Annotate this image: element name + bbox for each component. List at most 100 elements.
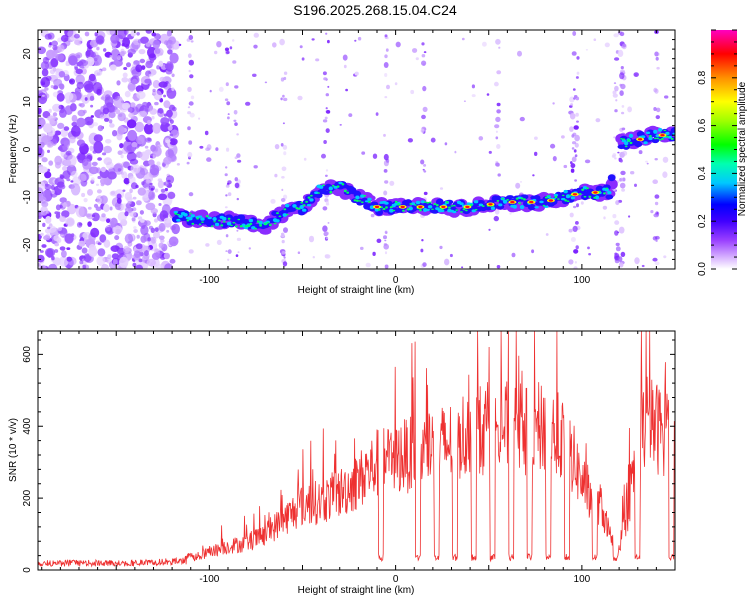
noise-streak [617,49,624,58]
noise-blob [112,258,118,266]
noise-streak [282,94,285,98]
noise-blob [83,198,88,203]
noise-blob [137,187,146,196]
trace-segment [188,216,193,221]
noise-blob [57,211,61,215]
noise-streak [613,82,617,84]
noise-streak [224,47,230,52]
trace-segment [173,210,178,214]
noise-blob [103,157,113,166]
trace-segment [336,185,340,188]
noise-blob [107,254,112,260]
spectrogram-x-ticks: -100 0 100 [41,30,676,286]
noise-streak [656,66,660,70]
noise-blob [646,162,649,165]
noise-blob [62,202,68,208]
noise-blob [55,53,65,61]
y-tick-label: -20 [22,237,33,252]
noise-streak [420,248,424,253]
noise-blob [97,125,104,132]
noise-streak [617,151,620,154]
noise-blob [46,49,56,59]
noise-blob [65,150,72,156]
trace-segment [226,221,232,226]
noise-blob [389,180,395,186]
noise-blob [634,257,640,265]
trace-segment [235,225,238,228]
trace-segment [672,132,675,135]
noise-streak [326,237,329,240]
noise-streak [226,101,231,106]
noise-streak [615,246,621,252]
noise-blob [123,67,128,70]
noise-blob [47,115,56,122]
noise-blob [63,126,70,131]
trace-segment [426,201,430,204]
noise-blob [126,119,137,129]
trace-segment [220,224,224,227]
noise-blob [421,239,424,242]
noise-blob [150,187,154,191]
noise-streak [574,179,577,182]
noise-blob [129,211,137,217]
noise-blob [44,87,49,91]
trace-segment [389,208,394,213]
noise-blob [461,266,464,269]
noise-blob [87,189,93,196]
noise-streak [225,250,228,252]
trace-segment [385,206,388,209]
x-tick-label: 100 [574,275,591,286]
noise-blob [354,71,359,76]
trace-segment [459,202,464,206]
noise-blob [170,225,176,231]
noise-blob [57,227,62,232]
trace-segment [512,204,517,209]
trace-segment [622,138,626,141]
noise-blob [127,107,133,113]
noise-blob [61,250,67,258]
noise-streak [322,119,328,123]
noise-blob [131,78,138,85]
y-tick-label: 20 [22,48,33,60]
noise-blob [150,227,155,233]
noise-blob [76,139,86,147]
trace-segment [333,185,338,189]
trace-segment [670,127,675,134]
noise-blob [102,67,107,72]
noise-blob [38,107,42,115]
noise-streak [618,157,621,160]
noise-blob [154,188,159,193]
noise-streak [612,153,617,157]
noise-streak [190,40,194,43]
x-tick-label: 0 [393,275,399,286]
noise-blob [343,64,347,69]
noise-blob [54,155,63,166]
noise-streak [383,169,388,173]
noise-blob [145,42,151,47]
noise-blob [50,85,54,89]
noise-streak [189,112,195,118]
noise-blob [60,34,69,43]
noise-blob [84,31,90,37]
trace-segment [519,205,525,210]
noise-blob [209,89,212,93]
noise-streak [655,115,660,120]
noise-blob [133,250,141,258]
trace-hotspot [637,138,643,141]
noise-streak [325,174,328,177]
noise-streak [573,149,577,153]
noise-blob [47,141,54,148]
trace-segment [402,209,405,212]
noise-blob [568,228,573,233]
noise-blob [87,44,92,49]
noise-blob [127,48,136,55]
noise-streak [495,116,501,123]
noise-streak [612,214,617,219]
noise-blob [147,237,151,242]
noise-blob [170,129,180,139]
noise-blob [97,175,102,180]
trace-segment [629,141,633,145]
noise-blob [274,173,278,178]
noise-streak [422,85,427,92]
noise-blob [82,158,92,170]
